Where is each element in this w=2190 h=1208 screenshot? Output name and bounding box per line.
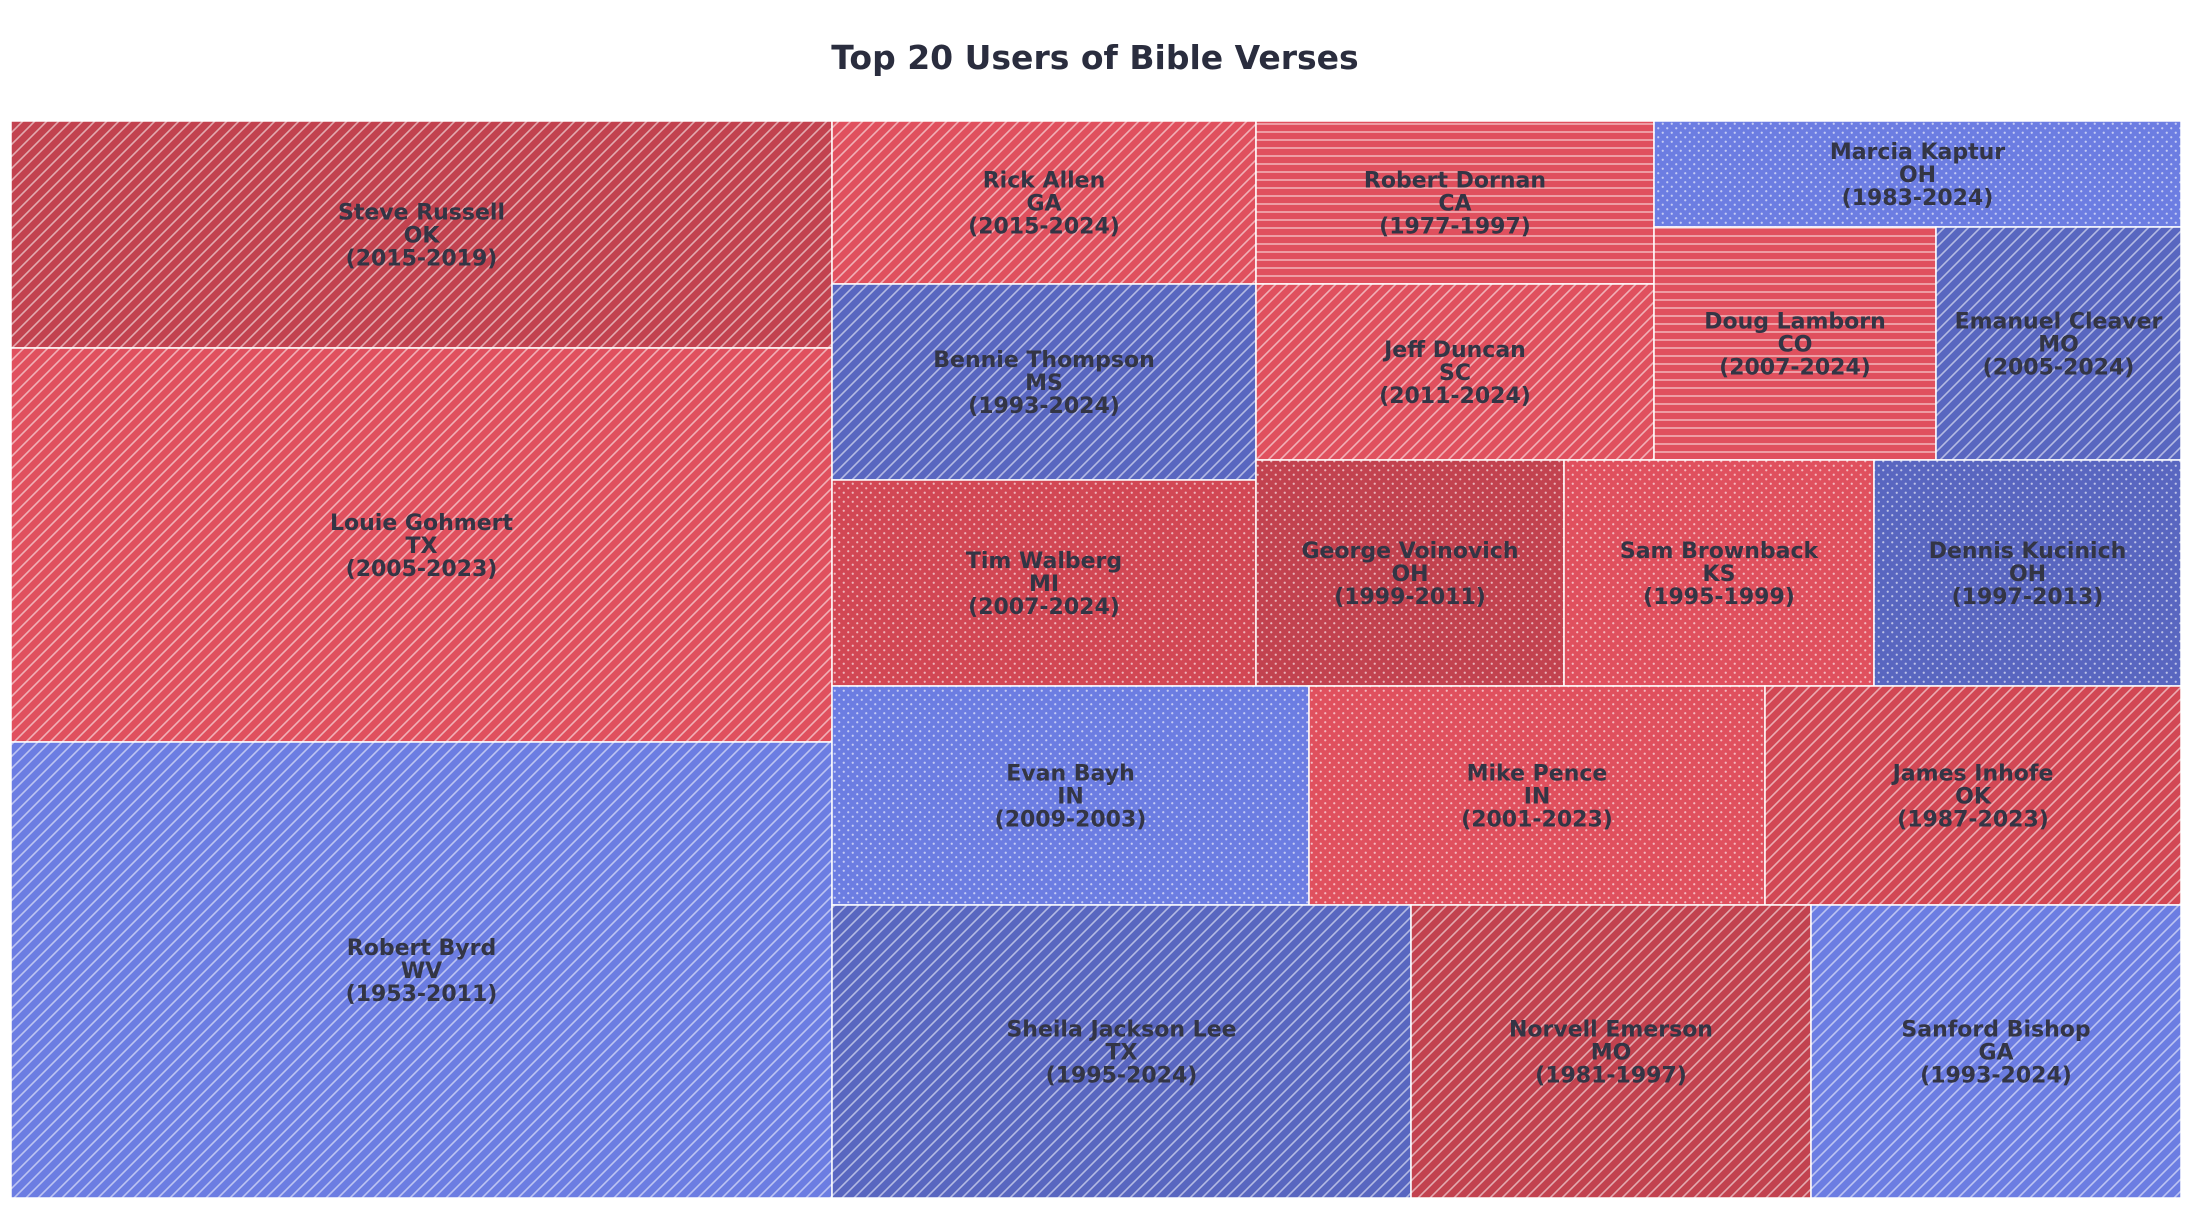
tile-state-label: MI	[1029, 572, 1059, 597]
tile-name-label: James Inhofe	[1891, 762, 2054, 787]
tile-state-label: GA	[1026, 192, 1061, 217]
tile-years-label: (2001-2023)	[1461, 808, 1613, 833]
tile-name-label: Emanuel Cleaver	[1955, 310, 2163, 335]
tile-years-label: (2009-2003)	[995, 808, 1147, 833]
tile-years-label: (1987-2023)	[1897, 808, 2049, 833]
tile-name-label: Norvell Emerson	[1509, 1018, 1713, 1043]
treemap-tile-rect	[1764, 685, 2182, 906]
tile-state-label: TX	[1106, 1041, 1138, 1066]
tile-state-label: OH	[2009, 562, 2046, 587]
tile-years-label: (1995-2024)	[1046, 1064, 1198, 1089]
tile-name-label: Rick Allen	[983, 169, 1106, 194]
treemap-tile-rect	[831, 904, 1412, 1199]
tile-state-label: GA	[1978, 1041, 2013, 1066]
tile-name-label: Robert Dornan	[1364, 169, 1546, 194]
tile-name-label: Dennis Kucinich	[1929, 539, 2127, 564]
tile-state-label: CO	[1778, 333, 1813, 358]
tile-state-label: MS	[1025, 371, 1063, 396]
tile-name-label: Steve Russell	[338, 201, 505, 226]
tile-state-label: WV	[401, 959, 442, 984]
tile-name-label: Sanford Bishop	[1901, 1018, 2090, 1043]
tile-years-label: (1983-2024)	[1842, 186, 1994, 211]
tile-name-label: Louie Gohmert	[330, 511, 513, 536]
treemap-tile-rect	[831, 685, 1310, 906]
tile-name-label: George Voinovich	[1301, 539, 1518, 564]
tile-years-label: (2005-2023)	[346, 557, 498, 582]
tile-years-label: (1981-1997)	[1535, 1064, 1687, 1089]
treemap-tile-rect	[1810, 904, 2182, 1199]
tile-state-label: OH	[1391, 562, 1428, 587]
tile-name-label: Marcia Kaptur	[1830, 140, 2005, 165]
tile-state-label: MO	[2038, 333, 2079, 358]
tile-name-label: Sheila Jackson Lee	[1006, 1018, 1236, 1043]
treemap-tile-rect	[1873, 459, 2182, 687]
tile-years-label: (2007-2024)	[1719, 356, 1871, 381]
treemap-tile-rect	[10, 120, 833, 349]
tile-state-label: SC	[1439, 361, 1471, 386]
treemap-tile-rect	[1308, 685, 1766, 906]
chart-title: Top 20 Users of Bible Verses	[831, 38, 1359, 77]
tile-name-label: Mike Pence	[1467, 762, 1608, 787]
treemap-tile-rect	[10, 347, 833, 743]
tile-state-label: OK	[404, 224, 441, 249]
treemap-tile-rect	[1563, 459, 1875, 687]
treemap-tile-rect	[1255, 283, 1655, 461]
treemap-tile-rect	[10, 741, 833, 1199]
tile-years-label: (1993-2024)	[968, 394, 1120, 419]
tile-name-label: Robert Byrd	[347, 936, 496, 961]
tile-years-label: (2015-2019)	[346, 247, 498, 272]
tile-years-label: (1997-2013)	[1952, 585, 2104, 610]
tile-years-label: (2005-2024)	[1983, 356, 2135, 381]
tile-name-label: Tim Walberg	[966, 549, 1122, 574]
treemap-tile-rect	[1653, 226, 1937, 461]
tile-state-label: IN	[1524, 785, 1551, 810]
tile-state-label: OH	[1899, 163, 1936, 188]
tile-years-label: (1995-1999)	[1643, 585, 1795, 610]
tile-years-label: (1999-2011)	[1334, 585, 1486, 610]
tile-state-label: OK	[1955, 785, 1992, 810]
tile-name-label: Bennie Thompson	[933, 348, 1154, 373]
treemap-tile-rect	[831, 120, 1257, 285]
tile-years-label: (2007-2024)	[968, 595, 1120, 620]
tile-name-label: Sam Brownback	[1620, 539, 1820, 564]
tile-years-label: (1993-2024)	[1920, 1064, 2072, 1089]
tile-state-label: CA	[1438, 192, 1471, 217]
treemap-tile-rect	[1935, 226, 2182, 461]
treemap-tile-rect	[1410, 904, 1812, 1199]
tile-state-label: TX	[406, 534, 438, 559]
tile-years-label: (2011-2024)	[1379, 384, 1531, 409]
tile-years-label: (2015-2024)	[968, 215, 1120, 240]
tile-name-label: Evan Bayh	[1006, 762, 1134, 787]
tile-state-label: MO	[1591, 1041, 1632, 1066]
treemap-tile-rect	[831, 283, 1257, 481]
tile-state-label: KS	[1703, 562, 1736, 587]
treemap-tile-rect	[1255, 459, 1565, 687]
tile-years-label: (1953-2011)	[346, 982, 498, 1007]
tile-years-label: (1977-1997)	[1379, 215, 1531, 240]
tile-name-label: Doug Lamborn	[1704, 310, 1886, 335]
tile-state-label: IN	[1057, 785, 1084, 810]
tile-name-label: Jeff Duncan	[1382, 338, 1526, 363]
